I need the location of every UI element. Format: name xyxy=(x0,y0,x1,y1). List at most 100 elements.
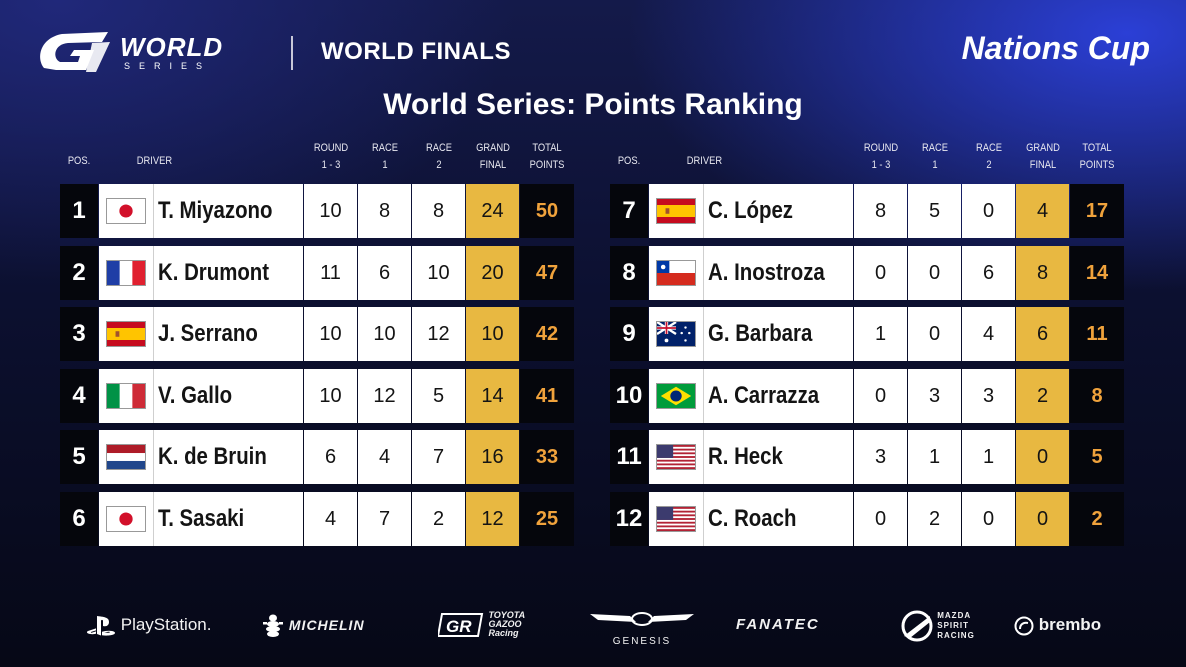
italy-flag-icon xyxy=(106,382,146,409)
driver-name: G. Barbara xyxy=(708,320,813,347)
col-grand-final-header-line-1: GRAND xyxy=(476,142,510,154)
col-pos-header-line-1: POS. xyxy=(617,155,641,167)
driver-name: T. Miyazono xyxy=(158,197,273,224)
grand-final-points-cell: 20 xyxy=(466,245,519,300)
spain-flag-icon xyxy=(656,198,696,224)
grand-final-points-cell: 8 xyxy=(1016,245,1069,300)
total-points-cell: 2 xyxy=(1070,491,1124,546)
standing-row: 2 K. Drumont 11 6 10 20 47 xyxy=(60,245,574,300)
grand-final-points-cell: 2 xyxy=(1016,368,1069,423)
standing-row: 11 R. Heck 3 1 1 0 5 xyxy=(610,430,1124,484)
col-driver-header: DRIVER xyxy=(137,153,214,193)
race2-points-cell: 0 xyxy=(962,184,1015,238)
race2-points-cell: 12 xyxy=(412,307,465,361)
driver-cell: K. de Bruin xyxy=(99,430,303,484)
mazda-spirit-icon xyxy=(901,610,933,642)
name-separator xyxy=(703,491,704,546)
driver-cell: T. Miyazono xyxy=(99,184,303,238)
total-points-cell: 41 xyxy=(520,368,574,423)
race1-points-cell: 6 xyxy=(358,245,411,300)
position-cell: 4 xyxy=(60,368,98,423)
col-total-points-header-line-2: POINTS xyxy=(529,159,565,171)
name-separator xyxy=(703,368,704,423)
name-separator xyxy=(703,184,704,238)
round13-points-cell: 0 xyxy=(854,245,907,300)
col-race2-header-line-1: RACE xyxy=(976,142,1002,154)
driver-cell: T. Sasaki xyxy=(99,491,303,546)
standing-row: 12 C. Roach 0 2 0 0 2 xyxy=(610,491,1124,546)
position-cell: 9 xyxy=(610,307,648,361)
standing-row: 6 T. Sasaki 4 7 2 12 25 xyxy=(60,491,574,546)
driver-name: A. Inostroza xyxy=(708,258,825,286)
sponsor-bar: PlayStation. MICHELIN GR TOYOTA GAZOO Ra… xyxy=(0,600,1186,650)
position-cell: 10 xyxy=(610,368,648,423)
driver-cell: J. Serrano xyxy=(99,307,303,361)
netherlands-flag-icon xyxy=(106,444,146,470)
logo-world-text: WORLD xyxy=(120,32,224,62)
round13-points-cell: 3 xyxy=(854,430,907,484)
col-round13-header-line-1: ROUND xyxy=(863,142,899,154)
race1-points-cell: 5 xyxy=(908,184,961,238)
genesis-wings-icon xyxy=(590,612,694,626)
standing-row: 4 V. Gallo 10 12 5 14 41 xyxy=(60,368,574,423)
grand-final-points-cell: 16 xyxy=(466,430,519,484)
race2-points-cell: 4 xyxy=(962,307,1015,361)
driver-name: K. Drumont xyxy=(158,258,270,286)
col-race2-header-line-2: 2 xyxy=(436,159,442,171)
mazda-line-3: RACING xyxy=(937,631,975,640)
mazda-line-1: MAZDA xyxy=(937,611,972,620)
col-race1-header: RACE 1 xyxy=(912,140,958,180)
round13-points-cell: 1 xyxy=(854,307,907,361)
header: WORLD SERIES WORLD FINALS Nations Cup xyxy=(0,0,1186,90)
driver-cell: R. Heck xyxy=(649,430,853,484)
mazda-line-2: SPIRIT xyxy=(937,621,970,630)
race1-points-cell: 10 xyxy=(358,307,411,361)
col-total-points-header: TOTAL POINTS xyxy=(524,140,570,180)
grand-final-points-cell: 4 xyxy=(1016,184,1069,238)
chile-flag-icon xyxy=(656,259,696,286)
round13-points-cell: 10 xyxy=(304,307,357,361)
race2-points-cell: 8 xyxy=(412,184,465,238)
race2-points-cell: 7 xyxy=(412,430,465,484)
series-name: Nations Cup xyxy=(961,30,1150,66)
col-round13-header-line-1: ROUND xyxy=(313,142,349,154)
brazil-flag-icon xyxy=(656,382,696,409)
name-separator xyxy=(153,368,154,423)
race1-points-cell: 7 xyxy=(358,491,411,546)
round13-points-cell: 10 xyxy=(304,368,357,423)
brembo-text: brembo xyxy=(1038,615,1102,634)
race1-points-cell: 0 xyxy=(908,245,961,300)
driver-cell: C. Roach xyxy=(649,491,853,546)
driver-cell: A. Carrazza xyxy=(649,368,853,423)
name-separator xyxy=(153,184,154,238)
mazda-text: MAZDA SPIRIT RACING xyxy=(937,611,975,641)
col-round13-header: ROUND 1 - 3 xyxy=(308,140,354,180)
col-race1-header: RACE 1 xyxy=(362,140,408,180)
total-points-cell: 8 xyxy=(1070,368,1124,423)
col-total-points-header-line-1: TOTAL xyxy=(532,142,562,154)
race1-points-cell: 1 xyxy=(908,430,961,484)
col-driver-header-line-1: DRIVER xyxy=(136,155,173,167)
grand-final-points-cell: 0 xyxy=(1016,491,1069,546)
name-separator xyxy=(153,307,154,361)
name-separator xyxy=(703,245,704,300)
col-driver-header: DRIVER xyxy=(687,153,764,193)
col-grand-final-header: GRAND FINAL xyxy=(470,140,516,180)
col-race2-header: RACE 2 xyxy=(966,140,1012,180)
australia-flag-icon xyxy=(656,321,696,347)
playstation-icon xyxy=(86,615,116,636)
grand-final-points-cell: 0 xyxy=(1016,430,1069,484)
toyota-gazoo-racing-logo: GR TOYOTA GAZOO Racing xyxy=(438,610,525,640)
round13-points-cell: 6 xyxy=(304,430,357,484)
grand-final-points-cell: 24 xyxy=(466,184,519,238)
driver-name: T. Sasaki xyxy=(158,504,245,532)
round13-points-cell: 8 xyxy=(854,184,907,238)
name-separator xyxy=(703,430,704,484)
col-grand-final-header-line-1: GRAND xyxy=(1026,142,1060,154)
col-race2-header: RACE 2 xyxy=(416,140,462,180)
playstation-text: PlayStation. xyxy=(120,615,212,634)
col-race1-header-line-2: 1 xyxy=(932,159,938,171)
gt-logo-icon xyxy=(40,32,110,72)
race1-points-cell: 12 xyxy=(358,368,411,423)
col-pos-header: POS. xyxy=(63,153,95,193)
